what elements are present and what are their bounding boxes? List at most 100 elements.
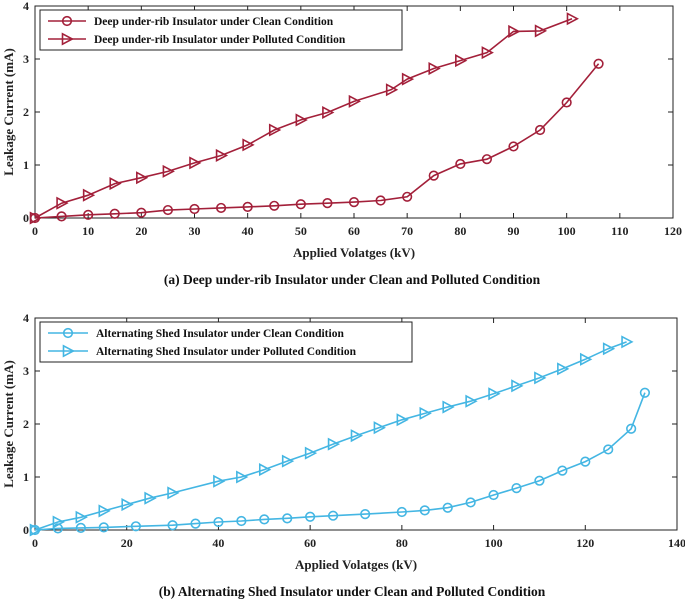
series-line-clean <box>34 63 600 219</box>
y-tick-label: 3 <box>23 364 29 378</box>
data-point-polluted <box>29 523 43 537</box>
chart-a-ticks: 0 10 20 30 40 50 60 70 80 90 100 110 120 0 1 2 3 4 <box>23 0 682 238</box>
data-point-clean <box>508 141 519 152</box>
x-tick-label: 20 <box>135 224 147 238</box>
data-point-polluted <box>322 105 335 120</box>
x-tick-label: 0 <box>32 224 38 238</box>
data-point-polluted <box>534 24 548 38</box>
data-point-polluted <box>557 362 570 376</box>
chart-b-legend-label-polluted: Alternating Shed Insulator under Pollute… <box>96 346 357 358</box>
data-point-clean <box>305 511 316 522</box>
data-point-polluted <box>327 437 341 451</box>
x-tick-label: 100 <box>485 536 503 550</box>
data-point-polluted <box>29 211 43 225</box>
data-point-clean <box>189 203 200 215</box>
chart-a-legend-symbol-polluted <box>48 32 86 46</box>
data-point-polluted <box>52 515 65 529</box>
data-point-clean <box>167 520 178 531</box>
data-point-clean <box>442 502 453 513</box>
x-tick-label: 120 <box>664 224 682 238</box>
x-tick-label: 80 <box>454 224 466 238</box>
data-point-polluted <box>295 113 308 127</box>
chart-a-legend-box <box>39 9 403 51</box>
data-point-polluted <box>481 46 494 60</box>
data-point-clean <box>593 58 604 69</box>
data-point-polluted <box>442 400 455 414</box>
data-point-polluted <box>419 406 432 420</box>
data-point-clean <box>83 209 94 220</box>
data-point-polluted <box>215 148 229 162</box>
data-point-clean <box>534 475 545 486</box>
data-point-clean <box>419 505 430 516</box>
chart-b-series <box>29 335 651 537</box>
legend-marker <box>62 344 76 358</box>
data-point-clean <box>213 516 224 528</box>
data-point-clean <box>109 208 120 219</box>
data-point-polluted <box>268 123 282 137</box>
data-point-polluted <box>465 394 478 408</box>
x-tick-label: 60 <box>348 224 360 238</box>
data-point-clean <box>327 510 339 521</box>
data-point-polluted <box>242 138 255 152</box>
data-point-clean <box>130 521 141 532</box>
chart-b-alternating-shed: 0 20 40 60 80 100 120 140 0 1 2 3 4 Alternating Shed… <box>1 311 685 599</box>
data-point-clean <box>98 522 109 533</box>
data-point-clean <box>428 170 439 181</box>
data-point-clean <box>75 522 86 533</box>
chart-b-ticks: 0 20 40 60 80 100 120 140 0 1 2 3 4 <box>23 311 685 550</box>
data-point-clean <box>56 211 67 222</box>
x-tick-label: 40 <box>242 224 254 238</box>
data-point-clean <box>465 497 476 508</box>
data-point-clean <box>580 456 591 467</box>
x-tick-label: 70 <box>401 224 413 238</box>
data-point-polluted <box>189 156 202 170</box>
data-point-polluted <box>488 387 501 401</box>
data-point-polluted <box>167 486 180 500</box>
chart-b-caption: (b) Alternating Shed Insulator under Cle… <box>159 584 546 599</box>
data-point-polluted <box>385 83 399 97</box>
legend-marker <box>62 327 74 339</box>
data-point-polluted <box>373 421 386 435</box>
data-point-clean <box>215 202 227 214</box>
data-point-polluted <box>281 454 295 468</box>
x-tick-label: 110 <box>611 224 628 238</box>
x-tick-label: 120 <box>576 536 594 550</box>
x-tick-label: 140 <box>668 536 685 550</box>
data-point-clean <box>375 195 386 206</box>
x-tick-label: 0 <box>32 536 38 550</box>
data-point-polluted <box>109 177 122 191</box>
chart-a-caption: (a) Deep under-rib Insulator under Clean… <box>164 272 541 287</box>
chart-a-legend: Deep under-rib Insulator under Clean Con… <box>39 9 403 51</box>
y-tick-label: 1 <box>23 158 29 172</box>
data-point-polluted <box>566 12 579 26</box>
data-point-polluted <box>82 188 96 202</box>
data-point-polluted <box>56 196 69 210</box>
data-point-polluted <box>621 335 634 349</box>
data-point-clean <box>162 204 174 216</box>
data-point-clean <box>190 518 201 529</box>
data-point-clean <box>639 387 651 398</box>
y-tick-label: 2 <box>23 417 29 431</box>
x-tick-label: 40 <box>212 536 224 550</box>
data-point-clean <box>322 198 333 209</box>
data-point-polluted <box>98 504 111 518</box>
chart-b-legend-label-clean: Alternating Shed Insulator under Clean C… <box>96 328 344 340</box>
data-point-polluted <box>396 413 409 427</box>
data-point-clean <box>603 444 614 455</box>
data-point-polluted <box>136 171 149 185</box>
data-point-clean <box>561 97 572 108</box>
chart-b-legend-symbol-polluted <box>48 344 88 358</box>
chart-a-series <box>29 12 604 225</box>
x-tick-label: 90 <box>508 224 520 238</box>
x-tick-label: 50 <box>295 224 307 238</box>
y-tick-label: 0 <box>23 523 29 537</box>
data-point-clean <box>511 483 522 494</box>
chart-b-xlabel: Applied Volatges (kV) <box>295 557 417 572</box>
chart-a-legend-label-clean: Deep under-rib Insulator under Clean Con… <box>94 16 334 28</box>
data-point-polluted <box>511 379 524 393</box>
y-tick-label: 2 <box>23 105 29 119</box>
data-point-clean <box>360 508 371 520</box>
data-point-polluted <box>144 491 157 505</box>
data-point-clean <box>259 514 270 525</box>
data-point-polluted <box>455 54 468 68</box>
